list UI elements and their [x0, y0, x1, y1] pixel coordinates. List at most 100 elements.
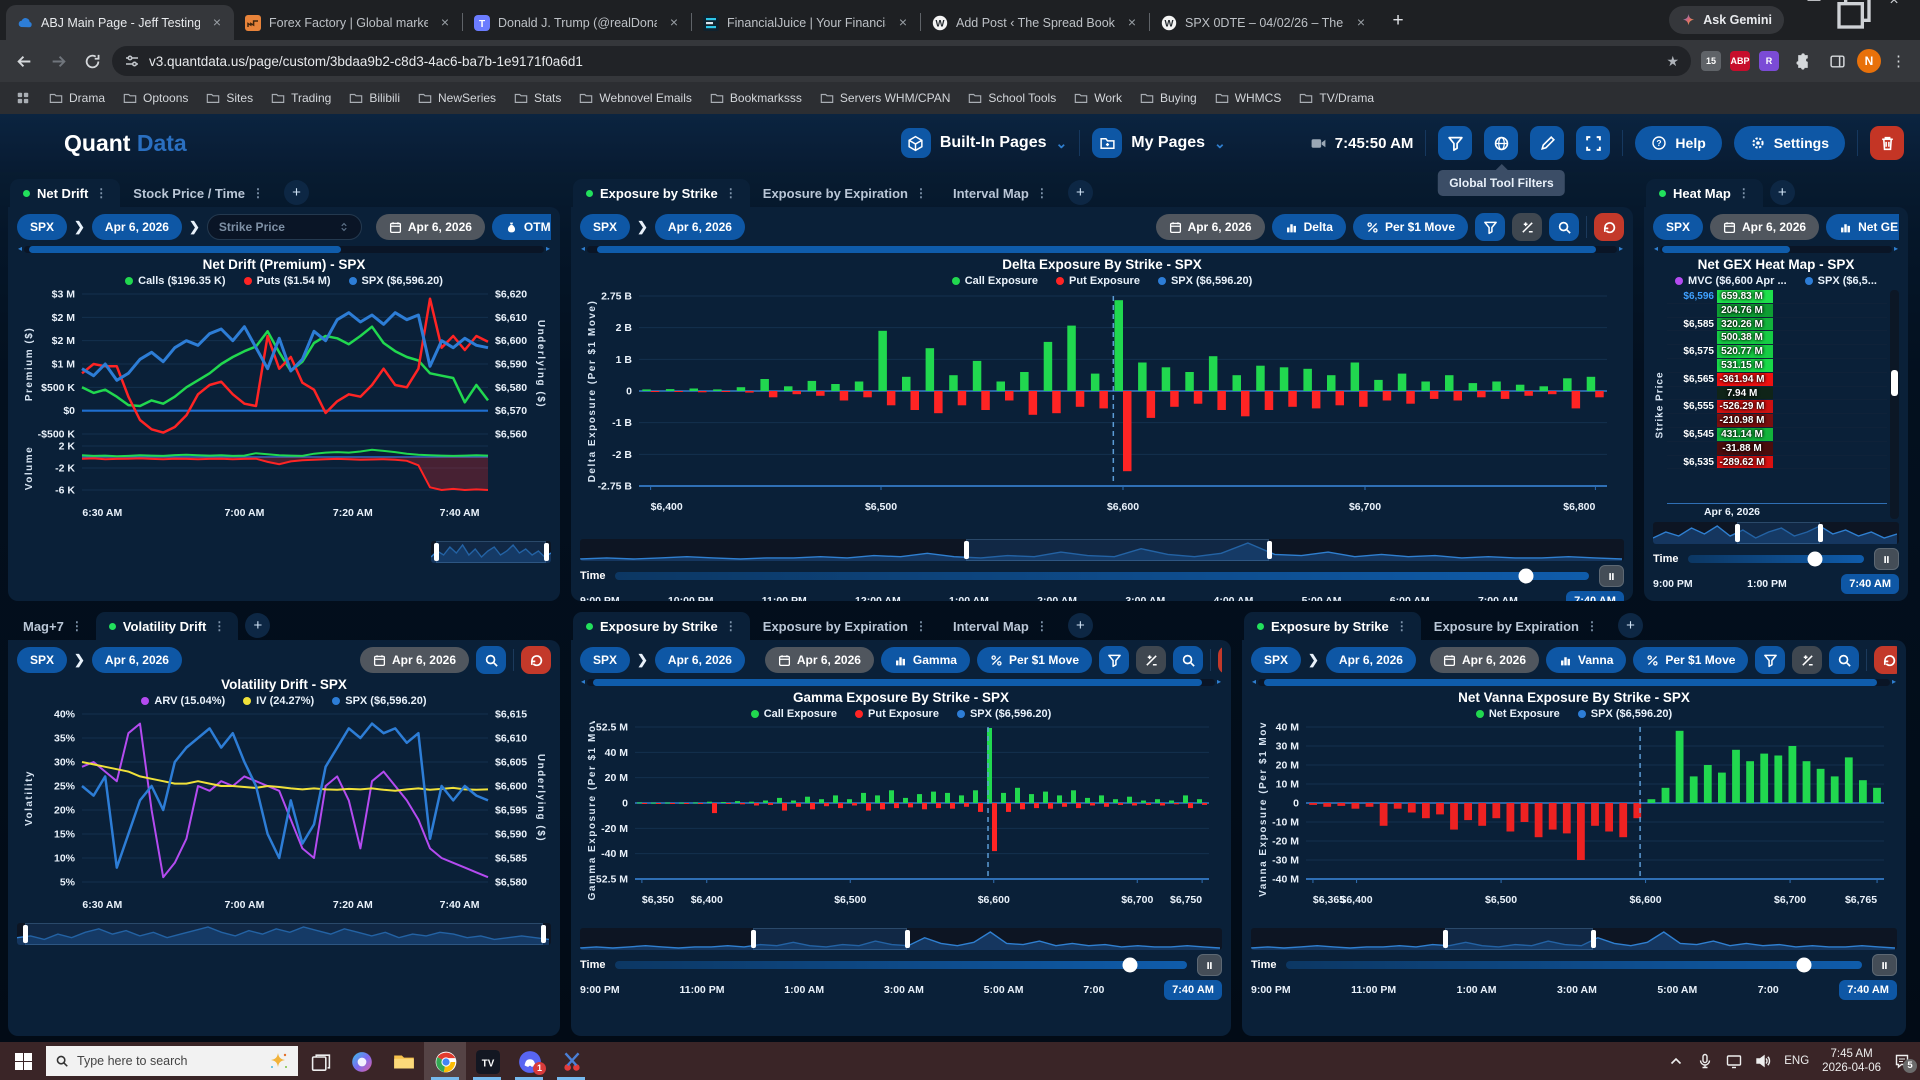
time-slider[interactable] [615, 572, 1589, 580]
extension-icon[interactable]: 15 [1701, 51, 1721, 71]
panel-hscrollbar[interactable]: ◂▸ [1252, 678, 1896, 686]
funnel-button[interactable] [1755, 646, 1785, 674]
time-slider-knob[interactable] [1807, 552, 1822, 567]
clock-date[interactable]: 7:45 AM2026-04-06 [1822, 1047, 1881, 1076]
range-minimap[interactable] [580, 928, 1222, 950]
tab-menu-icon[interactable]: ⋮ [725, 186, 737, 200]
bookmark-folder[interactable]: NewSeries [409, 87, 505, 109]
filter-pill[interactable]: Net GE [1826, 214, 1899, 240]
tab-close-icon[interactable]: × [436, 14, 454, 32]
bookmark-folder[interactable]: School Tools [959, 87, 1065, 109]
tab-menu-icon[interactable]: ⋮ [725, 619, 737, 633]
tab-close-icon[interactable]: × [665, 14, 683, 32]
panel-tab[interactable]: Exposure by Expiration⋮ [1421, 612, 1611, 640]
settings-button[interactable]: Settings [1734, 126, 1845, 160]
filter-pill[interactable]: Apr 6, 2026 [92, 214, 182, 240]
pm-button[interactable] [1136, 646, 1166, 674]
panel-tab[interactable]: Exposure by Strike⋮ [1244, 612, 1421, 640]
panel-tab[interactable]: Exposure by Strike⋮ [573, 179, 750, 207]
filter-pill[interactable]: SPX [1653, 214, 1703, 240]
filter-pill[interactable]: Apr 6, 2026 [655, 647, 745, 673]
bookmark-folder[interactable]: Optoons [114, 87, 197, 109]
tab-close-icon[interactable]: × [1352, 14, 1370, 32]
legend-item[interactable]: SPX ($6,5... [1805, 275, 1877, 287]
filter-pill[interactable]: Apr 6, 2026 [376, 214, 485, 240]
tab-menu-icon[interactable]: ⋮ [1396, 619, 1408, 633]
global-tool-filters-button[interactable]: Global Tool Filters [1484, 126, 1518, 160]
panel-tab[interactable]: Volatility Drift⋮ [96, 612, 239, 640]
browser-tab[interactable]: FinancialJuice | Your Financial U× [692, 5, 920, 40]
extension-icon[interactable]: ABP [1730, 51, 1750, 71]
filter-pill[interactable]: Apr 6, 2026 [1326, 647, 1416, 673]
help-button[interactable]: ?Help [1635, 126, 1721, 160]
tab-menu-icon[interactable]: ⋮ [71, 619, 83, 633]
minimap-handle[interactable] [23, 925, 28, 943]
search-button[interactable] [1173, 646, 1203, 674]
my-pages-menu[interactable]: My Pages ⌄ [1092, 128, 1226, 158]
bookmark-folder[interactable]: Work [1065, 87, 1131, 109]
panel-tab[interactable]: Heat Map⋮ [1646, 179, 1763, 207]
legend-item[interactable]: MVC ($6,600 Apr ... [1675, 275, 1787, 287]
legend-item[interactable]: SPX ($6,596.20) [957, 708, 1051, 720]
legend-item[interactable]: Call Exposure [751, 708, 837, 720]
minimap-handle[interactable] [964, 541, 969, 559]
history-button[interactable] [1874, 646, 1897, 674]
display-icon[interactable] [1726, 1053, 1742, 1069]
bookmark-folder[interactable]: Servers WHM/CPAN [811, 87, 959, 109]
new-tab-button[interactable]: + [1384, 8, 1412, 36]
language-indicator[interactable]: ENG [1784, 1055, 1809, 1067]
filter-pill[interactable]: Apr 6, 2026 [92, 647, 182, 673]
filter-pill[interactable]: Per $1 Move [1633, 647, 1748, 673]
legend-item[interactable]: Net Exposure [1476, 708, 1560, 720]
panel-hscrollbar[interactable]: ◂▸ [18, 245, 550, 253]
minimap-selection[interactable] [1445, 928, 1594, 950]
history-button[interactable] [1594, 213, 1624, 241]
time-slider[interactable] [1688, 555, 1864, 563]
tab-menu-icon[interactable]: ⋮ [252, 186, 264, 200]
bookmark-folder[interactable]: Drama [40, 87, 114, 109]
panel-tab[interactable]: Interval Map⋮ [940, 612, 1061, 640]
range-minimap[interactable] [17, 923, 551, 945]
time-slider-knob[interactable] [1797, 958, 1812, 973]
taskbar-app-copilot[interactable] [340, 1042, 382, 1080]
filter-pill[interactable]: Apr 6, 2026 [1430, 647, 1539, 673]
panel-tab[interactable]: Exposure by Strike⋮ [573, 612, 750, 640]
browser-tab[interactable]: ABJ Main Page - Jeff Testing× [6, 5, 234, 40]
taskbar-app-explorer[interactable] [382, 1042, 424, 1080]
tray-chevron-icon[interactable] [1668, 1053, 1684, 1069]
fullscreen-button[interactable] [1576, 126, 1610, 160]
edit-page-button[interactable] [1530, 126, 1564, 160]
filter-pill[interactable]: Apr 6, 2026 [360, 647, 469, 673]
extension-icon[interactable]: R [1759, 51, 1779, 71]
history-button[interactable] [521, 646, 551, 674]
tab-menu-icon[interactable]: ⋮ [1036, 619, 1048, 633]
range-minimap[interactable] [1251, 928, 1897, 950]
tab-menu-icon[interactable]: ⋮ [915, 619, 927, 633]
tab-close-icon[interactable]: × [894, 14, 912, 32]
search-button[interactable] [1549, 213, 1579, 241]
legend-item[interactable]: Call Exposure [952, 275, 1038, 287]
bookmark-folder[interactable]: Webnovel Emails [570, 87, 700, 109]
minimap-handle[interactable] [1591, 930, 1596, 948]
tab-close-icon[interactable]: × [208, 14, 226, 32]
legend-item[interactable]: SPX ($6,596.20) [332, 695, 426, 707]
funnel-button[interactable] [1475, 213, 1505, 241]
speaker-icon[interactable] [1755, 1053, 1771, 1069]
filter-pill[interactable]: Vanna [1546, 647, 1626, 673]
pm-button[interactable] [1512, 213, 1542, 241]
filter-pill[interactable]: Gamma [881, 647, 970, 673]
panel-hscrollbar[interactable]: ◂▸ [581, 245, 1623, 253]
tab-close-icon[interactable]: × [1123, 14, 1141, 32]
filter-pill[interactable]: Per $1 Move [1353, 214, 1468, 240]
minimap-selection[interactable] [1737, 522, 1821, 544]
back-icon[interactable] [10, 47, 38, 75]
bookmark-folder[interactable]: Stats [505, 87, 570, 109]
microphone-icon[interactable] [1697, 1053, 1713, 1069]
filter-pill[interactable]: SPX [17, 214, 67, 240]
filter-pill[interactable]: SPX [580, 647, 630, 673]
panel-hscrollbar[interactable]: ◂▸ [1654, 245, 1898, 253]
bookmark-folder[interactable]: Bookmarksss [701, 87, 811, 109]
reload-icon[interactable] [78, 47, 106, 75]
bookmark-folder[interactable]: Trading [262, 87, 340, 109]
browser-tab[interactable]: TDonald J. Trump (@realDonaldT× [463, 5, 691, 40]
